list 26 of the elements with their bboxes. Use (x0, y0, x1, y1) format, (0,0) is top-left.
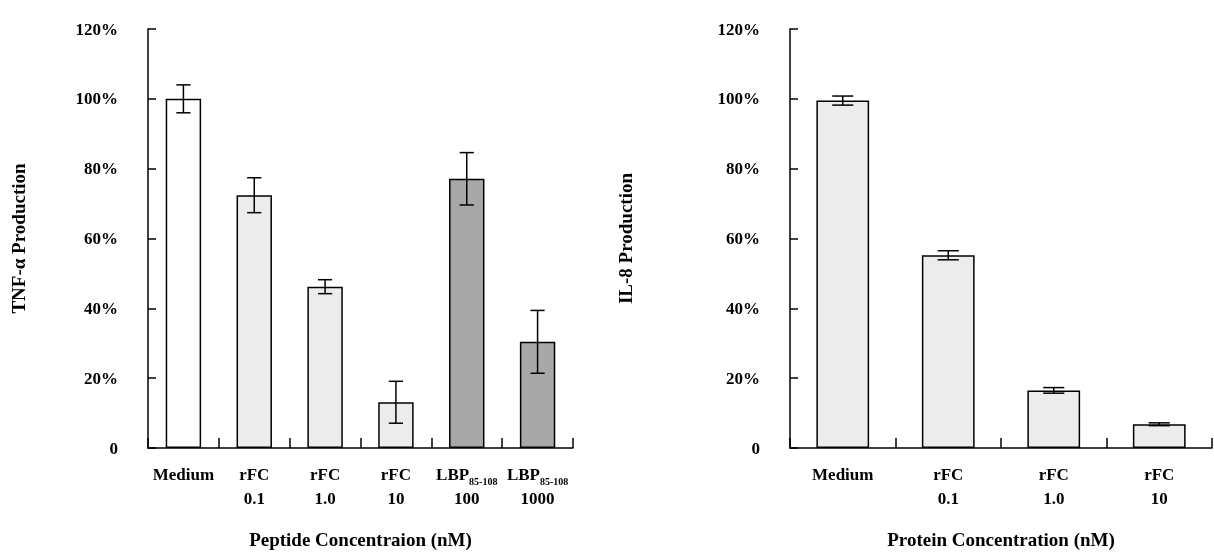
y-tick-label: 120% (717, 19, 760, 39)
y-tick-label: 40% (726, 298, 760, 318)
y-axis-title: TNF-α Production (8, 163, 29, 314)
x-axis-title: Protein Concentration (nM) (887, 529, 1115, 551)
x-tick-label: rFC 10 (380, 464, 412, 508)
y-tick-label: 20% (84, 368, 118, 388)
x-tick-label: rFC 0.1 (933, 464, 964, 508)
y-tick-label: 20% (726, 368, 760, 388)
x-tick-label: rFC 10 (1144, 464, 1175, 508)
x-axis-title: Peptide Concentraion (nM) (249, 529, 472, 551)
y-axis-title: IL-8 Production (615, 172, 636, 305)
y-tick-label: 0 (109, 438, 118, 458)
x-tick-label: Medium (152, 464, 215, 484)
y-tick-label: 120% (75, 19, 118, 39)
y-tick-label: 80% (726, 159, 760, 179)
y-tick-label: 80% (84, 159, 118, 179)
y-tick-label: 0 (751, 438, 760, 458)
y-tick-label: 100% (717, 89, 760, 109)
y-tick-label: 60% (726, 229, 760, 248)
y-tick-label: 40% (84, 298, 118, 318)
x-tick-label: rFC 1.0 (309, 464, 341, 508)
y-tick-label: 60% (84, 229, 118, 248)
x-tick-label: rFC 0.1 (239, 464, 270, 508)
x-tick-label: Medium (812, 464, 874, 484)
y-tick-label: 100% (75, 89, 118, 109)
x-tick-label: rFC 1.0 (1038, 464, 1069, 508)
